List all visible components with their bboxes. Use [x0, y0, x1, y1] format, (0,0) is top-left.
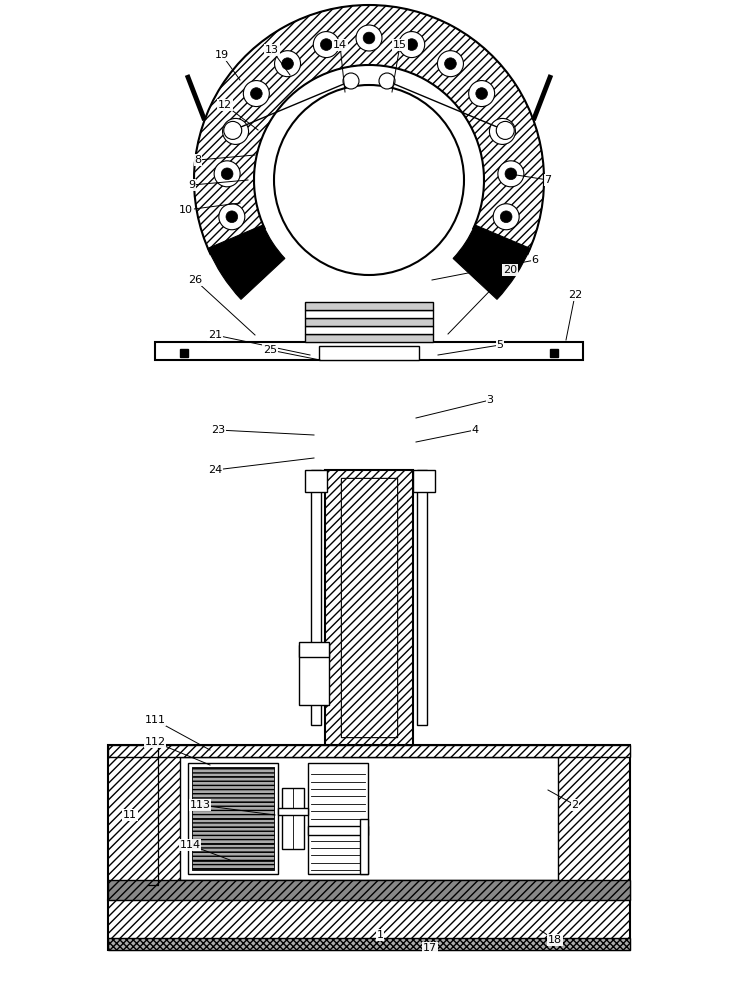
- Bar: [341, 478, 397, 737]
- Circle shape: [489, 118, 515, 144]
- Wedge shape: [453, 225, 530, 299]
- Bar: [417, 470, 427, 725]
- Circle shape: [250, 88, 262, 99]
- Wedge shape: [208, 225, 285, 299]
- Bar: [305, 318, 433, 326]
- Text: 11: 11: [123, 810, 137, 820]
- Circle shape: [497, 126, 508, 137]
- Bar: [305, 334, 433, 342]
- Text: 14: 14: [333, 40, 347, 50]
- Circle shape: [282, 58, 294, 70]
- Circle shape: [496, 121, 514, 139]
- Polygon shape: [108, 745, 630, 757]
- Bar: [305, 470, 327, 492]
- Circle shape: [493, 204, 519, 230]
- Bar: [413, 470, 435, 492]
- Polygon shape: [108, 880, 630, 900]
- Polygon shape: [325, 470, 413, 745]
- Circle shape: [399, 32, 424, 58]
- Text: 19: 19: [215, 50, 229, 60]
- Polygon shape: [108, 745, 630, 900]
- Bar: [319, 346, 419, 360]
- Bar: [299, 645, 329, 705]
- Circle shape: [469, 81, 494, 107]
- Text: 3: 3: [486, 395, 494, 405]
- Circle shape: [363, 32, 375, 44]
- Circle shape: [406, 39, 418, 50]
- Circle shape: [438, 51, 463, 77]
- Text: 2: 2: [571, 800, 579, 810]
- Text: 13: 13: [265, 45, 279, 55]
- Circle shape: [320, 39, 332, 50]
- Polygon shape: [341, 478, 397, 737]
- Circle shape: [219, 204, 245, 230]
- Text: 9: 9: [188, 180, 196, 190]
- Bar: [155, 342, 583, 360]
- Bar: [360, 818, 368, 874]
- Circle shape: [476, 88, 488, 99]
- Circle shape: [244, 81, 269, 107]
- Text: 24: 24: [208, 465, 222, 475]
- Circle shape: [505, 168, 517, 180]
- Circle shape: [356, 25, 382, 51]
- Wedge shape: [194, 5, 544, 254]
- Circle shape: [221, 168, 233, 180]
- Bar: [308, 763, 368, 874]
- Circle shape: [224, 121, 242, 139]
- Circle shape: [500, 211, 512, 223]
- Text: 10: 10: [179, 205, 193, 215]
- Text: 8: 8: [194, 155, 201, 165]
- Bar: [308, 826, 368, 835]
- Text: 17: 17: [423, 943, 437, 953]
- Text: 111: 111: [145, 715, 165, 725]
- Text: 25: 25: [263, 345, 277, 355]
- Text: 20: 20: [503, 265, 517, 275]
- Circle shape: [343, 73, 359, 89]
- Text: 4: 4: [472, 425, 478, 435]
- Circle shape: [214, 161, 240, 187]
- Text: 1: 1: [376, 930, 384, 940]
- Text: 12: 12: [218, 100, 232, 110]
- Bar: [180, 349, 188, 357]
- Polygon shape: [192, 767, 274, 870]
- Circle shape: [274, 85, 464, 275]
- Bar: [550, 349, 558, 357]
- Bar: [180, 757, 558, 880]
- Text: 114: 114: [179, 840, 201, 850]
- Text: 5: 5: [497, 340, 503, 350]
- Circle shape: [226, 211, 238, 223]
- Bar: [305, 302, 433, 310]
- Text: 112: 112: [145, 737, 165, 747]
- Circle shape: [230, 126, 241, 137]
- Bar: [278, 808, 308, 815]
- Text: 26: 26: [188, 275, 202, 285]
- Bar: [299, 642, 329, 657]
- Bar: [188, 763, 278, 874]
- Text: 15: 15: [393, 40, 407, 50]
- Circle shape: [379, 73, 395, 89]
- Bar: [305, 310, 433, 318]
- Text: 21: 21: [208, 330, 222, 340]
- Text: 18: 18: [548, 935, 562, 945]
- Text: 22: 22: [568, 290, 582, 300]
- Text: 6: 6: [531, 255, 539, 265]
- Bar: [305, 326, 433, 334]
- Bar: [282, 788, 304, 849]
- Text: 7: 7: [545, 175, 551, 185]
- Circle shape: [314, 32, 339, 58]
- Polygon shape: [108, 900, 630, 950]
- Text: 113: 113: [190, 800, 210, 810]
- Bar: [311, 470, 321, 725]
- Circle shape: [498, 161, 524, 187]
- Circle shape: [275, 51, 300, 77]
- Polygon shape: [108, 938, 630, 950]
- Circle shape: [223, 118, 249, 144]
- Text: 23: 23: [211, 425, 225, 435]
- Circle shape: [444, 58, 456, 70]
